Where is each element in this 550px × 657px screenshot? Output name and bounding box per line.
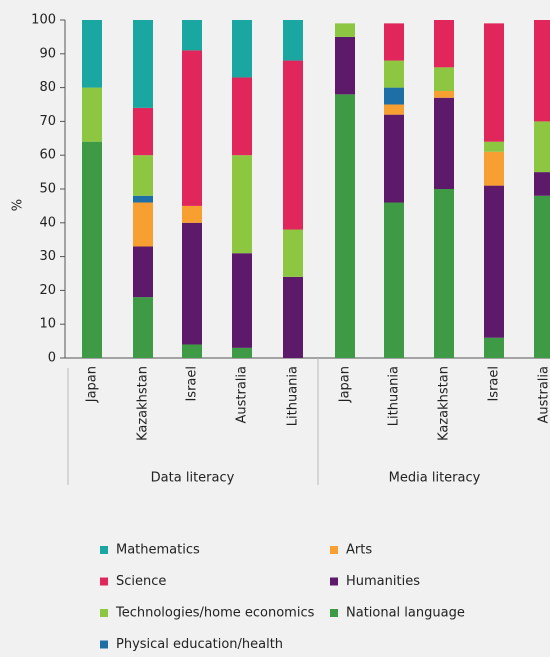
y-tick-label: 10 bbox=[39, 317, 56, 332]
bar-segment bbox=[384, 60, 404, 88]
bar-segment bbox=[182, 205, 202, 223]
y-tick-label: 80 bbox=[39, 80, 56, 95]
bar-segment bbox=[384, 114, 404, 203]
bar-segment bbox=[384, 87, 404, 105]
bar-segment bbox=[434, 67, 454, 91]
bar-segment bbox=[484, 151, 504, 186]
bar-segment bbox=[82, 87, 102, 142]
bar-segment bbox=[335, 94, 355, 359]
bar-segment bbox=[133, 202, 153, 247]
y-tick-label: 70 bbox=[39, 114, 56, 129]
x-tick-label: Australia bbox=[235, 366, 250, 424]
legend-swatch bbox=[100, 640, 108, 649]
x-tick-label: Kazakhstan bbox=[437, 366, 452, 441]
bar-segment bbox=[232, 20, 252, 78]
bar-segment bbox=[133, 155, 153, 196]
bar-segment bbox=[182, 50, 202, 206]
bar-segment bbox=[434, 90, 454, 98]
bar-segment bbox=[182, 344, 202, 358]
bar-segment bbox=[384, 104, 404, 115]
legend-label: Science bbox=[116, 574, 166, 589]
legend-label: Technologies/home economics bbox=[115, 606, 315, 621]
bar-segment bbox=[232, 77, 252, 156]
bar-segment bbox=[335, 23, 355, 37]
legend-swatch bbox=[330, 609, 338, 617]
bar-segment bbox=[484, 337, 504, 358]
bar-segment bbox=[484, 23, 504, 142]
bar-segment bbox=[133, 297, 153, 358]
y-tick-label: 50 bbox=[39, 182, 56, 197]
legend-swatch bbox=[330, 546, 338, 554]
bar-segment bbox=[434, 97, 454, 189]
legend-label: Humanities bbox=[346, 574, 420, 589]
bar-segment bbox=[484, 141, 504, 152]
legend-swatch bbox=[100, 577, 108, 586]
bar-segment bbox=[335, 36, 355, 95]
bar-segment bbox=[283, 20, 303, 61]
bar-segment bbox=[82, 141, 102, 358]
bar-segment bbox=[133, 195, 153, 203]
y-tick-label: 0 bbox=[48, 351, 56, 366]
bar-segment bbox=[133, 107, 153, 156]
bar-segment bbox=[534, 20, 550, 122]
group-label: Data literacy bbox=[151, 471, 235, 486]
bar-segment bbox=[133, 246, 153, 298]
bar-segment bbox=[182, 222, 202, 345]
group-label: Media literacy bbox=[389, 471, 481, 486]
bar-segment bbox=[133, 20, 153, 108]
bar-segment bbox=[434, 20, 454, 68]
x-tick-label: Lithuania bbox=[286, 366, 301, 426]
y-tick-label: 40 bbox=[39, 215, 56, 230]
y-tick-label: 60 bbox=[39, 148, 56, 163]
bar-segment bbox=[434, 189, 454, 358]
y-tick-label: 20 bbox=[39, 283, 56, 298]
legend-label: Arts bbox=[346, 543, 372, 558]
bar-segment bbox=[232, 347, 252, 358]
x-tick-label: Japan bbox=[85, 366, 100, 403]
bar-segment bbox=[283, 276, 303, 358]
bar-segment bbox=[82, 20, 102, 88]
y-tick-label: 100 bbox=[31, 13, 56, 28]
bar-segment bbox=[534, 121, 550, 173]
legend-swatch bbox=[100, 546, 108, 554]
bar-segment bbox=[384, 23, 404, 61]
bar-segment bbox=[232, 155, 252, 254]
bar-segment bbox=[283, 60, 303, 230]
y-tick-label: 90 bbox=[39, 46, 56, 61]
legend-swatch bbox=[100, 609, 108, 617]
x-tick-label: Kazakhstan bbox=[136, 366, 151, 441]
x-tick-label: Australia bbox=[537, 366, 550, 424]
legend-label: Mathematics bbox=[116, 543, 200, 558]
legend-label: National language bbox=[346, 606, 465, 621]
x-tick-label: Lithuania bbox=[387, 366, 402, 426]
y-tick-label: 30 bbox=[39, 249, 56, 264]
x-tick-label: Israel bbox=[487, 366, 502, 402]
bar-segment bbox=[283, 229, 303, 277]
legend-swatch bbox=[330, 577, 338, 586]
y-axis-label: % bbox=[11, 199, 26, 211]
legend-label: Physical education/health bbox=[116, 637, 283, 652]
bar-segment bbox=[534, 172, 550, 196]
bar-segment bbox=[182, 20, 202, 51]
bar-segment bbox=[534, 195, 550, 358]
bar-segment bbox=[232, 253, 252, 348]
x-tick-label: Japan bbox=[338, 366, 353, 403]
bar-segment bbox=[484, 185, 504, 338]
x-tick-label: Israel bbox=[185, 366, 200, 402]
bar-segment bbox=[384, 202, 404, 358]
